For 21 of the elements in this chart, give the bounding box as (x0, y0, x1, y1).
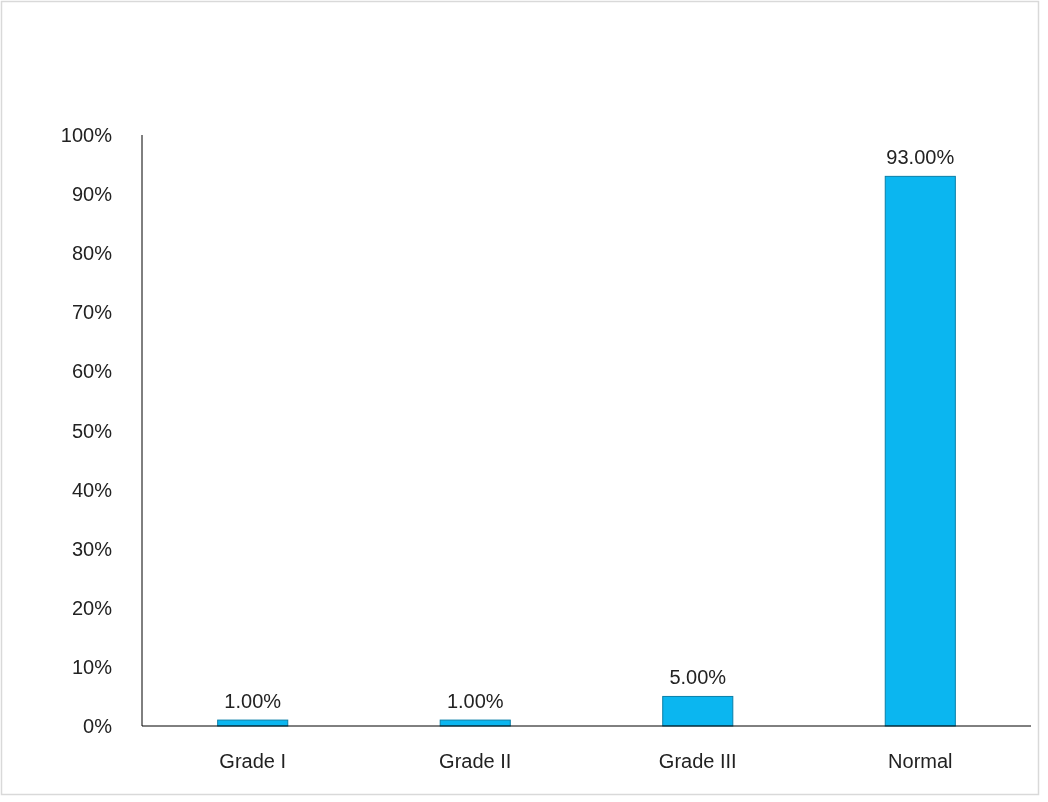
y-tick-label: 100% (60, 124, 113, 146)
x-tick-label: Grade I (219, 750, 287, 772)
data-label: 1.00% (224, 690, 282, 713)
x-tick-label: Normal (888, 750, 953, 772)
y-tick-label: 60% (71, 360, 113, 383)
x-tick-label: Grade III (658, 750, 737, 772)
y-tick-label: 90% (71, 183, 113, 206)
y-tick-label: 70% (71, 301, 113, 324)
y-tick-label: 20% (71, 596, 113, 619)
y-tick-label: 80% (71, 242, 113, 265)
y-tick-label: 50% (71, 419, 113, 442)
y-tick-label: 40% (71, 478, 113, 501)
data-label: 1.00% (446, 690, 504, 713)
y-tick-label: 30% (71, 537, 113, 560)
y-tick-label: 0% (83, 715, 113, 737)
data-label: 5.00% (669, 666, 727, 689)
bar (662, 695, 734, 727)
bar (884, 175, 956, 727)
x-tick-label: Grade II (439, 750, 512, 772)
data-label: 93.00% (886, 146, 955, 169)
y-tick-label: 10% (71, 655, 113, 678)
